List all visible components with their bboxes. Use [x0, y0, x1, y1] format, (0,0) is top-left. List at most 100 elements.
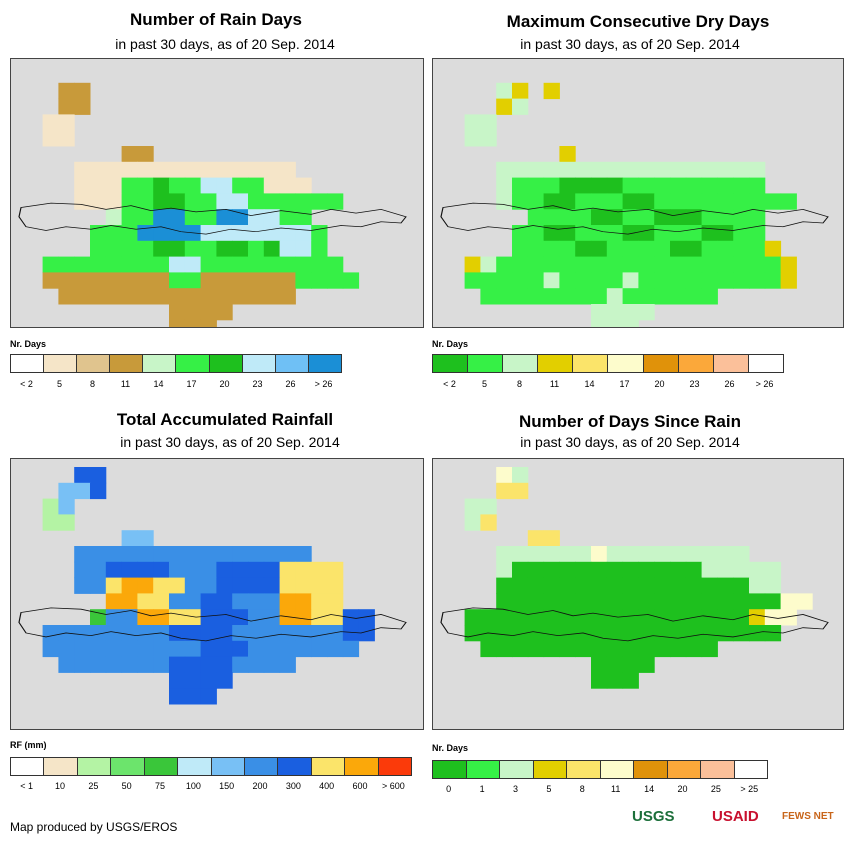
- grid-cell: [90, 225, 107, 242]
- grid-cell: [622, 319, 639, 327]
- grid-cell: [701, 240, 718, 258]
- grid-cell: [153, 656, 170, 673]
- grid-cell: [279, 656, 296, 673]
- grid-cell: [496, 193, 513, 210]
- grid-cell: [169, 609, 186, 626]
- grid-cell: [153, 546, 170, 563]
- grid-cell: [764, 593, 782, 610]
- grid-cell: [606, 256, 624, 273]
- legend-label: 14: [584, 379, 595, 389]
- grid-cell: [248, 625, 265, 642]
- grid-cell: [780, 609, 797, 626]
- grid-cell: [701, 546, 718, 563]
- grid-cell: [58, 82, 75, 100]
- grid-cell: [654, 288, 671, 305]
- grid-cell: [90, 577, 107, 594]
- grid-cell: [153, 609, 170, 626]
- accumulated-rainfall-map[interactable]: [10, 458, 424, 730]
- grid-cell: [90, 656, 107, 673]
- grid-cell: [137, 288, 154, 305]
- legend-label: 25: [88, 781, 99, 791]
- grid-cell: [232, 640, 249, 658]
- grid-cell: [216, 272, 233, 289]
- legend-swatch: [748, 355, 783, 372]
- grid-cell: [733, 193, 750, 210]
- grid-cell: [559, 272, 576, 289]
- grid-cell: [670, 546, 687, 563]
- grid-cell: [606, 288, 624, 305]
- grid-cell: [701, 577, 718, 594]
- grid-cell: [279, 609, 296, 626]
- grid-cell: [153, 209, 170, 226]
- grid-cell: [169, 225, 186, 242]
- grid-cell: [58, 256, 75, 273]
- grid-cell: [654, 625, 671, 642]
- grid-cell: [42, 514, 59, 531]
- grid-cell: [169, 688, 186, 705]
- grid-cell: [717, 161, 734, 179]
- grid-cell: [749, 225, 766, 242]
- grid-cell: [74, 656, 91, 673]
- grid-cell: [733, 209, 750, 226]
- grid-cell: [121, 146, 138, 163]
- panel-4-title: Number of Days Since Rain: [518, 412, 741, 431]
- grid-cell: [74, 467, 91, 484]
- grid-cell: [169, 177, 186, 194]
- grid-cell: [559, 593, 576, 610]
- grid-cell: [527, 640, 545, 658]
- grid-cell: [717, 609, 734, 626]
- grid-cell: [295, 546, 312, 563]
- grid-cell: [543, 161, 560, 179]
- days-since-rain-map[interactable]: [432, 458, 844, 730]
- grid-cell: [749, 256, 766, 273]
- grid-cell: [480, 130, 497, 147]
- grid-cell: [58, 640, 75, 658]
- grid-cell: [200, 193, 217, 210]
- grid-cell: [42, 272, 59, 289]
- grid-cell: [216, 656, 233, 673]
- grid-cell: [622, 640, 639, 658]
- legend-swatch: [538, 355, 574, 372]
- grid-cell: [749, 177, 766, 194]
- grid-cell: [512, 640, 529, 658]
- grid-cell: [137, 577, 154, 594]
- grid-cell: [105, 625, 123, 642]
- legend-label: 11: [120, 379, 131, 389]
- grid-cell: [575, 272, 592, 289]
- grid-cell: [295, 240, 312, 258]
- grid-cell: [575, 546, 592, 563]
- panel-3-title: Total Accumulated Rainfall: [116, 410, 334, 429]
- grid-cell: [622, 288, 639, 305]
- legend-swatch: [500, 761, 534, 778]
- grid-cell: [342, 272, 360, 289]
- dry-days-map[interactable]: [432, 58, 844, 328]
- grid-cell: [685, 546, 703, 563]
- legend-swatch: [77, 758, 112, 775]
- legend-label: 0: [446, 784, 452, 794]
- grid-cell: [543, 625, 560, 642]
- grid-cell: [749, 625, 766, 642]
- rain-days-map[interactable]: [10, 58, 424, 328]
- grid-cell: [184, 240, 202, 258]
- legend-label: 20: [654, 379, 665, 389]
- grid-cell: [169, 319, 186, 327]
- grid-cell: [105, 593, 123, 610]
- panel-4-subtitle: in past 30 days, as of 20 Sep. 2014: [520, 434, 740, 450]
- grid-cell: [622, 593, 639, 610]
- grid-cell: [248, 546, 265, 563]
- grid-cell: [512, 98, 529, 115]
- grid-cell: [90, 288, 107, 305]
- legend-label: 14: [644, 784, 655, 794]
- grid-cell: [512, 625, 529, 642]
- grid-cell: [496, 177, 513, 194]
- grid-cell: [606, 209, 624, 226]
- legend-swatch: [734, 761, 767, 778]
- grid-cell: [248, 288, 265, 305]
- grid-cell: [216, 209, 233, 226]
- grid-cell: [622, 546, 639, 563]
- grid-cell: [591, 177, 608, 194]
- grid-cell: [527, 288, 545, 305]
- grid-cell: [543, 240, 560, 258]
- grid-cell: [764, 561, 782, 579]
- grid-cell: [638, 561, 655, 579]
